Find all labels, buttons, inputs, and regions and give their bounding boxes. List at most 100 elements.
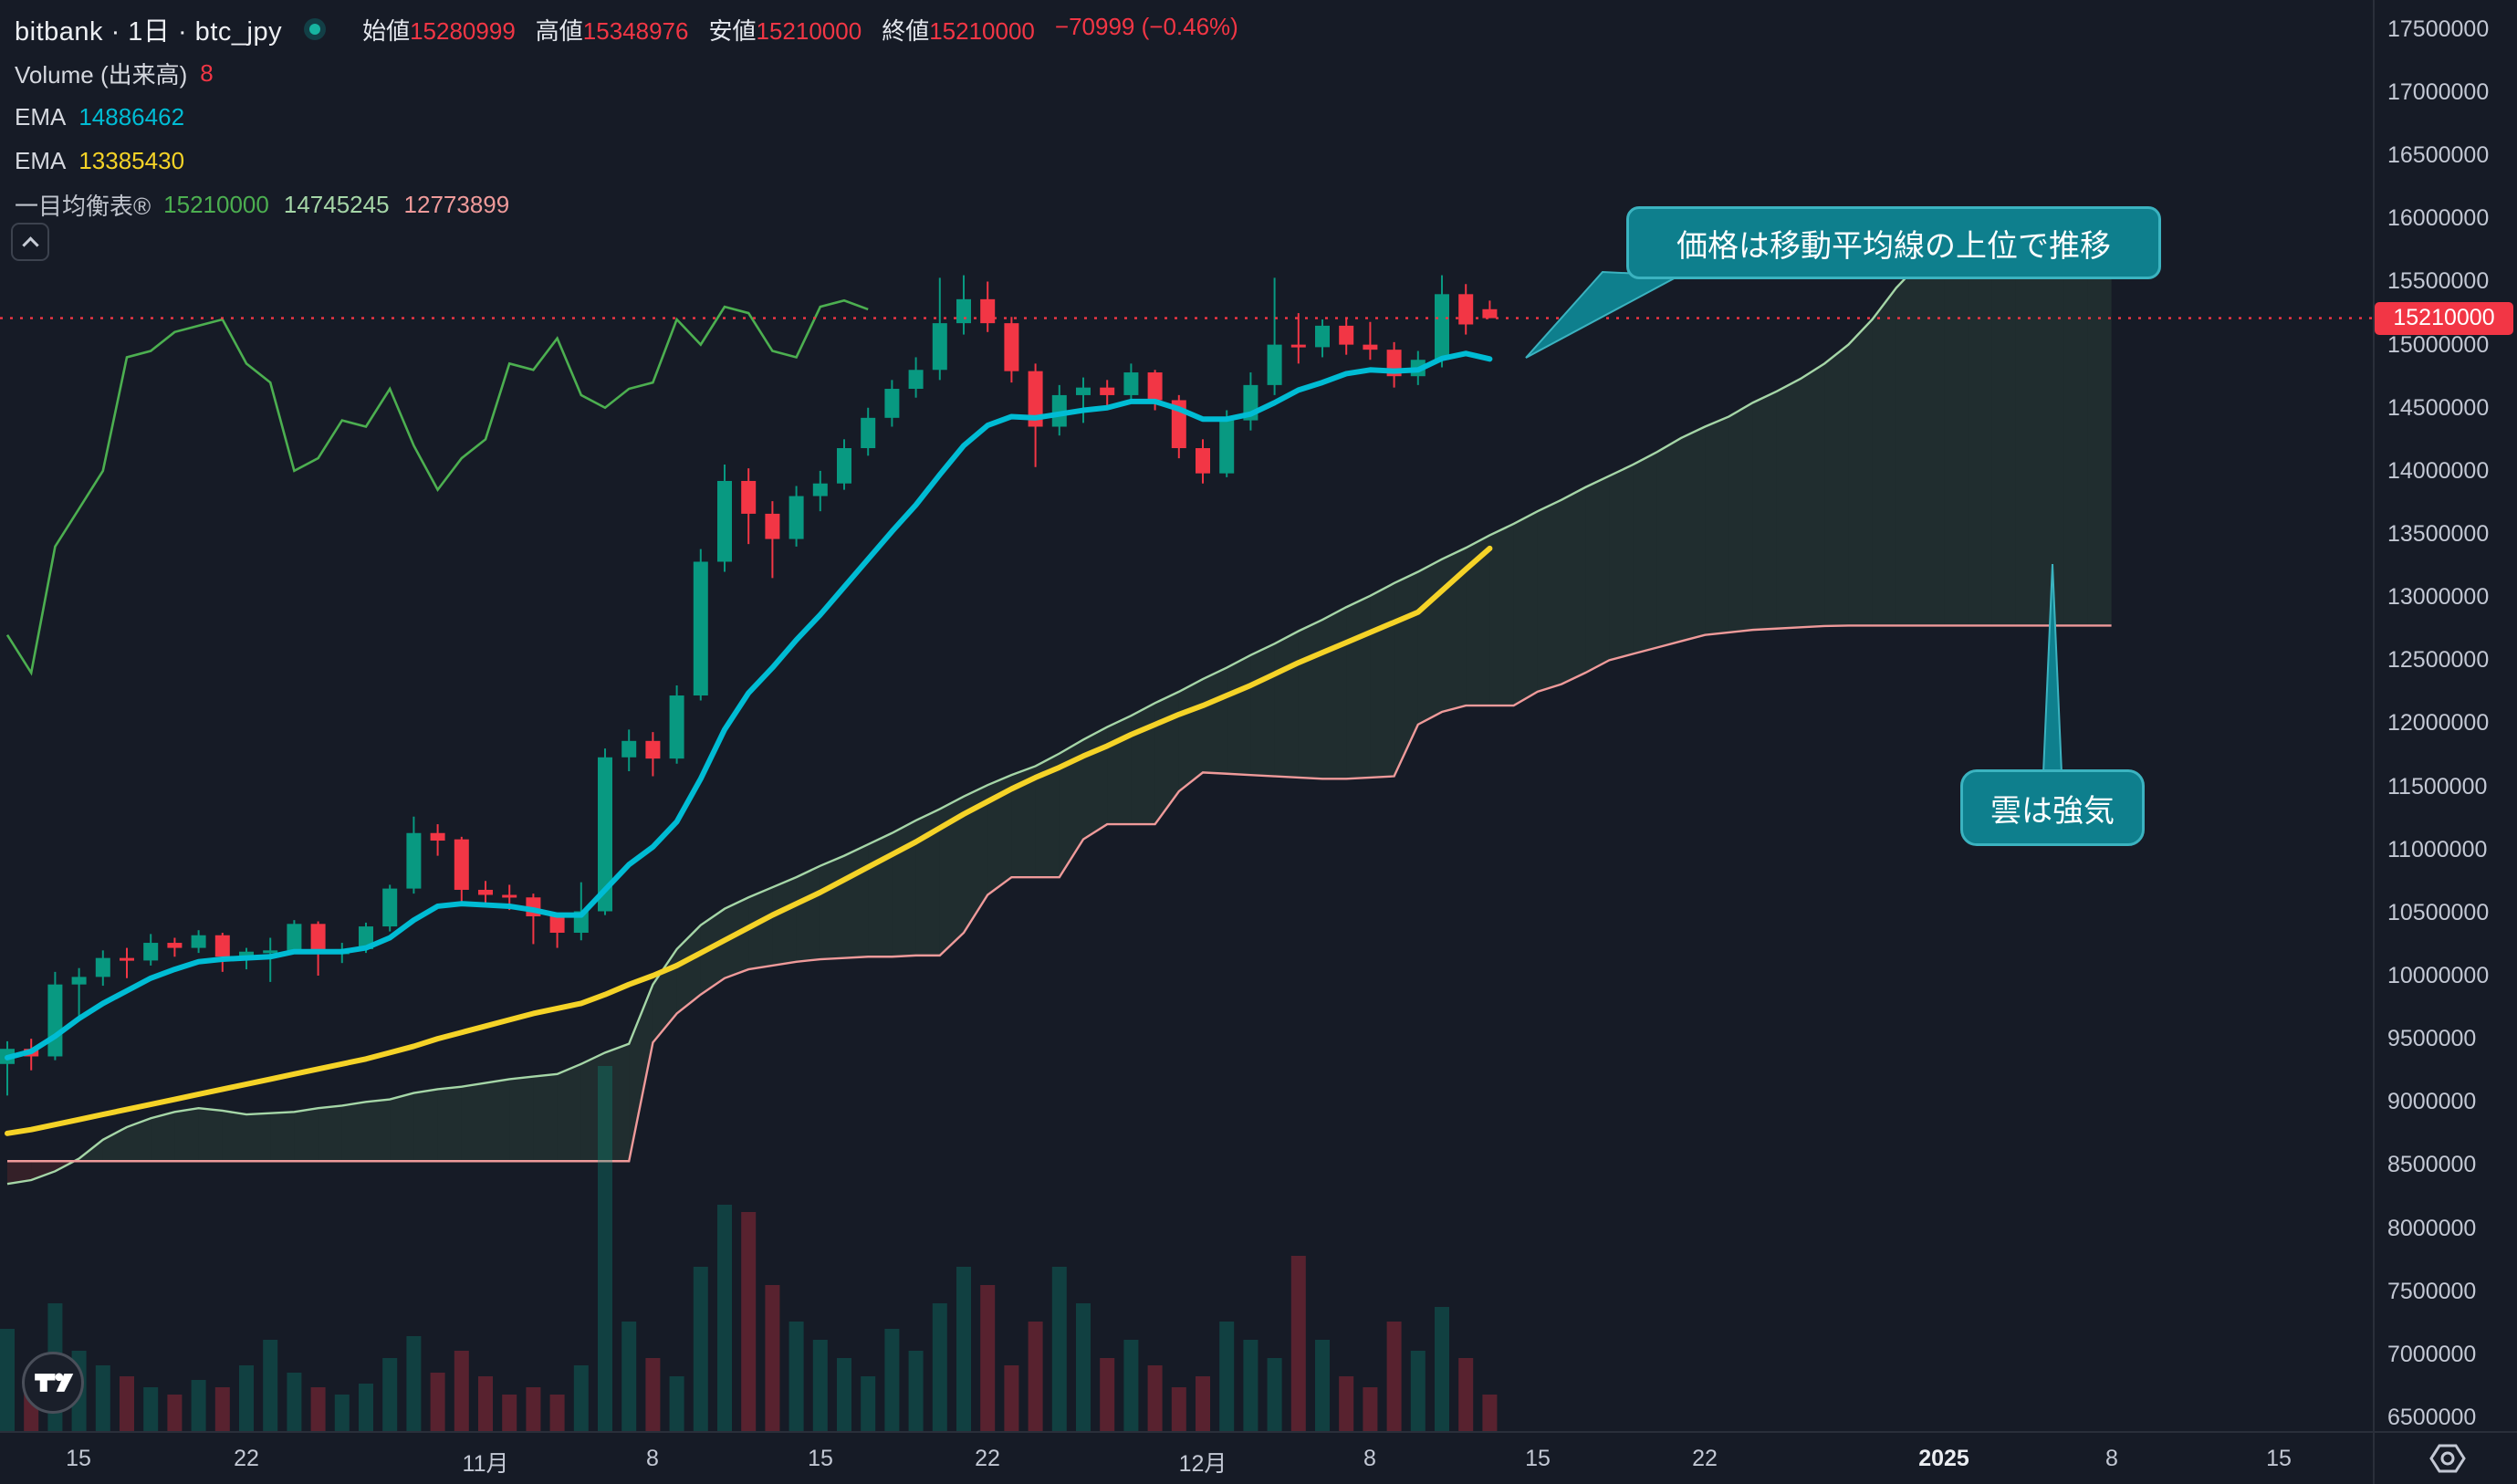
time-axis-label: 22 bbox=[234, 1446, 259, 1471]
candle-body bbox=[382, 888, 398, 927]
annotation-price-above-ma[interactable]: 価格は移動平均線の上位で推移 bbox=[1626, 206, 2161, 279]
legend-panel: bitbank · 1日 · btc_jpy 始値15280999 高値1534… bbox=[15, 7, 1238, 226]
candle-body bbox=[454, 839, 469, 890]
candle-body bbox=[956, 298, 971, 324]
collapse-legend-button[interactable] bbox=[11, 223, 49, 261]
high-label: 高値 bbox=[535, 16, 583, 45]
candle-body bbox=[287, 924, 302, 951]
axis-separator-vertical[interactable] bbox=[2373, 0, 2375, 1484]
ohlc-values: 始値15280999 高値15348976 安値15210000 終値15210… bbox=[362, 13, 1238, 47]
close-label: 終値 bbox=[882, 16, 930, 45]
volume-bar bbox=[1482, 1395, 1498, 1431]
volume-bar bbox=[430, 1373, 445, 1431]
symbol-title[interactable]: bitbank · 1日 · btc_jpy bbox=[15, 17, 283, 47]
volume-bar bbox=[1100, 1358, 1115, 1431]
volume-bar bbox=[406, 1336, 422, 1431]
volume-bar bbox=[239, 1365, 254, 1431]
volume-bar bbox=[1315, 1340, 1330, 1431]
candle-body bbox=[24, 1049, 39, 1057]
candles bbox=[0, 275, 1498, 1096]
candle-body bbox=[669, 695, 684, 759]
candle-body bbox=[1435, 294, 1449, 361]
volume-label: Volume (出来高) bbox=[15, 60, 188, 89]
ema-fast-value: 14886462 bbox=[78, 102, 185, 131]
volume-legend-row[interactable]: Volume (出来高) 8 bbox=[15, 51, 1238, 95]
price-axis-label: 15000000 bbox=[2387, 331, 2490, 358]
volume-bar bbox=[502, 1395, 517, 1431]
candle-body bbox=[1123, 372, 1139, 395]
candle-body bbox=[167, 943, 183, 948]
volume-bar bbox=[1004, 1365, 1019, 1431]
candle-body bbox=[573, 911, 589, 933]
low-label: 安値 bbox=[708, 16, 757, 45]
high-value: 15348976 bbox=[582, 16, 689, 45]
candle-body bbox=[837, 448, 851, 484]
ichimoku-legend-row[interactable]: 一目均衡表® 15210000 14745245 12773899 bbox=[15, 183, 1238, 226]
candle-body bbox=[765, 513, 780, 539]
candle-body bbox=[1196, 448, 1210, 474]
volume-bar bbox=[167, 1395, 183, 1431]
volume-bar bbox=[191, 1380, 206, 1431]
candle-body bbox=[884, 389, 900, 418]
candle-body bbox=[263, 950, 278, 954]
price-axis-label: 17000000 bbox=[2387, 79, 2490, 106]
candle-body bbox=[908, 370, 924, 390]
volume-bar bbox=[1123, 1340, 1139, 1431]
volume-bar bbox=[382, 1358, 398, 1431]
candle-body bbox=[1482, 308, 1498, 319]
ichimoku-value: 14745245 bbox=[283, 190, 390, 218]
volume-bar bbox=[765, 1285, 780, 1431]
candle-body bbox=[1290, 344, 1306, 348]
candle-body bbox=[334, 948, 350, 955]
candle-body bbox=[406, 832, 422, 889]
ema-slow-legend-row[interactable]: EMA 13385430 bbox=[15, 139, 1238, 183]
ema-slow-value: 13385430 bbox=[78, 146, 185, 174]
price-axis-label: 16000000 bbox=[2387, 205, 2490, 232]
ema-fast-label: EMA bbox=[15, 102, 67, 131]
axis-settings-gear-icon[interactable] bbox=[2428, 1440, 2468, 1481]
candle-body bbox=[549, 916, 565, 933]
candle-body bbox=[120, 957, 134, 961]
volume-bar bbox=[789, 1322, 804, 1431]
tradingview-logo[interactable] bbox=[22, 1352, 84, 1414]
candle-body bbox=[812, 483, 828, 496]
candle-body bbox=[717, 480, 732, 562]
annotation-bullish-cloud[interactable]: 雲は強気 bbox=[1960, 769, 2145, 846]
change-value: −70999 (−0.46%) bbox=[1054, 12, 1238, 40]
candle-body bbox=[526, 897, 541, 917]
candle-body bbox=[1458, 294, 1474, 325]
volume-bar bbox=[95, 1365, 110, 1431]
chikou-span-line bbox=[5, 298, 869, 676]
time-axis-label: 15 bbox=[2266, 1446, 2292, 1471]
volume-bar bbox=[741, 1212, 757, 1431]
axis-separator-horizontal[interactable] bbox=[0, 1431, 2517, 1433]
price-axis-label: 13000000 bbox=[2387, 584, 2490, 611]
candle-body bbox=[47, 984, 63, 1057]
ichimoku-label: 一目均衡表® bbox=[15, 192, 151, 220]
senkou-span-b-line bbox=[7, 624, 2112, 1163]
price-axis-label: 7000000 bbox=[2387, 1341, 2477, 1367]
candle-body bbox=[0, 1049, 15, 1064]
low-value: 15210000 bbox=[756, 16, 862, 45]
volume-bar bbox=[120, 1376, 134, 1431]
volume-bar bbox=[143, 1387, 159, 1431]
current-price-badge: 15210000 bbox=[2375, 301, 2513, 335]
close-value: 15210000 bbox=[929, 16, 1035, 45]
volume-bar bbox=[1363, 1387, 1378, 1431]
price-axis-label: 15500000 bbox=[2387, 268, 2490, 295]
ema-fast-line bbox=[5, 350, 1493, 1061]
price-axis-label: 12000000 bbox=[2387, 710, 2490, 737]
price-axis-label: 11500000 bbox=[2387, 773, 2488, 799]
callout-tail bbox=[1525, 270, 1683, 359]
time-axis[interactable]: 15 22 11月 8 15 22 12月 8 15 22 2025 8 15 bbox=[0, 1433, 2517, 1484]
ema-fast-legend-row[interactable]: EMA 14886462 bbox=[15, 95, 1238, 139]
volume-bar bbox=[359, 1384, 373, 1431]
volume-bar bbox=[861, 1376, 876, 1431]
price-axis-label: 9500000 bbox=[2387, 1026, 2477, 1052]
price-axis[interactable]: 17500000 17000000 16500000 16000000 15500000… bbox=[2375, 0, 2517, 1431]
volume-bar bbox=[956, 1267, 971, 1431]
volume-bars bbox=[0, 1066, 1498, 1431]
time-axis-label: 8 bbox=[2105, 1446, 2118, 1471]
volume-bar bbox=[598, 1066, 612, 1431]
